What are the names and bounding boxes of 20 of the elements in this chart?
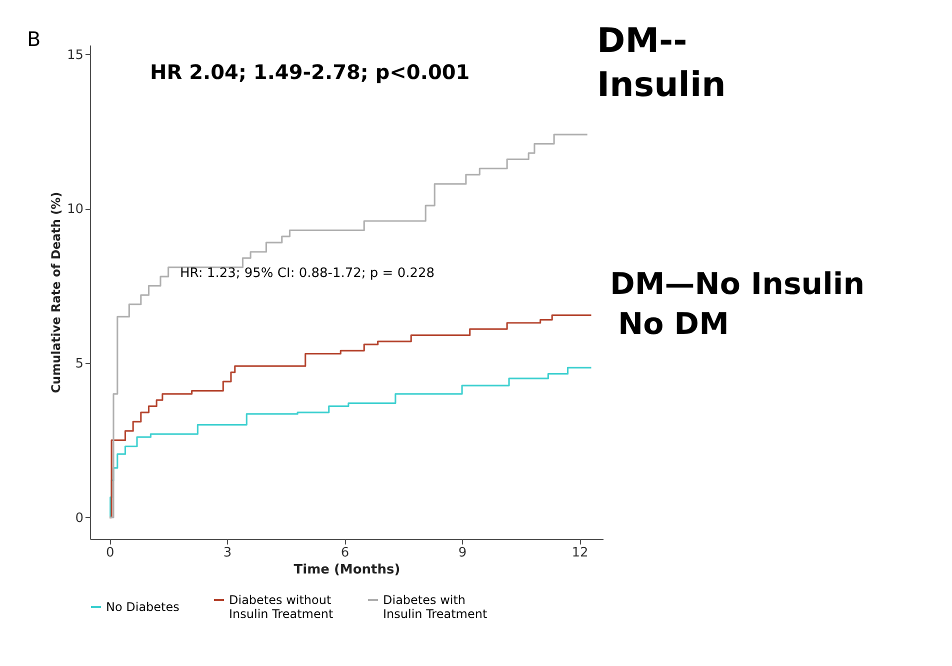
- y-tick-label: 10: [66, 202, 84, 218]
- annotation: DM-- Insulin: [597, 21, 726, 106]
- annotation: HR 2.04; 1.49-2.78; p<0.001: [150, 60, 470, 84]
- legend-label: No Diabetes: [106, 600, 180, 614]
- x-tick-label: 9: [458, 546, 467, 560]
- text: No DM: [618, 307, 729, 342]
- y-tick-label: 15: [66, 48, 84, 63]
- x-tick-label: 6: [340, 546, 350, 560]
- x-tick-label: 3: [223, 546, 232, 560]
- y-tick-label: 5: [75, 356, 84, 372]
- y-tick-label: 0: [75, 510, 84, 526]
- y-axis-title: Cumulative Rate of Death (%): [48, 192, 63, 394]
- x-tick-label: 12: [572, 546, 588, 560]
- text: DM—No Insulin: [610, 267, 865, 302]
- legend-label: Diabetes without Insulin Treatment: [229, 593, 334, 621]
- legend-label: Diabetes with Insulin Treatment: [383, 593, 488, 621]
- x-tick-label: 0: [106, 546, 114, 560]
- annotation: HR: 1.23; 95% CI: 0.88-1.72; p = 0.228: [180, 266, 435, 281]
- x-axis-title: Time (Months): [294, 562, 400, 578]
- text: B: [27, 27, 41, 51]
